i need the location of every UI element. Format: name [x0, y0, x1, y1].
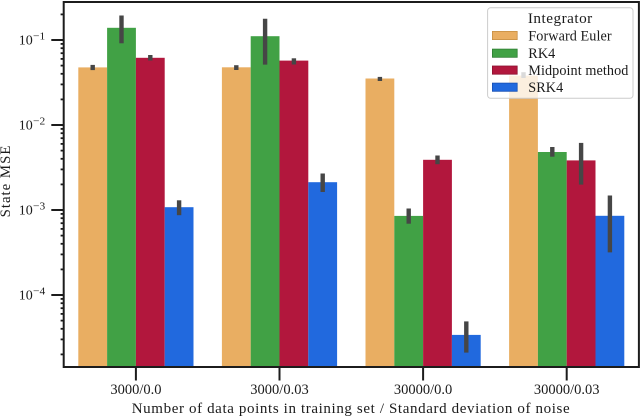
- svg-text:10: 10: [19, 204, 33, 219]
- svg-text:10: 10: [19, 289, 33, 304]
- svg-text:RK4: RK4: [528, 46, 555, 62]
- svg-text:3000/0.0: 3000/0.0: [110, 382, 161, 398]
- svg-text:−4: −4: [33, 286, 46, 298]
- svg-text:30000/0.0: 30000/0.0: [394, 382, 452, 398]
- svg-text:10: 10: [19, 34, 33, 49]
- svg-text:−1: −1: [33, 31, 45, 43]
- svg-text:3000/0.03: 3000/0.03: [250, 382, 308, 398]
- svg-text:30000/0.03: 30000/0.03: [534, 382, 600, 398]
- svg-text:10: 10: [19, 119, 33, 134]
- svg-text:State MSE: State MSE: [0, 145, 14, 218]
- svg-text:SRK4: SRK4: [528, 80, 563, 96]
- svg-text:Integrator: Integrator: [528, 10, 593, 27]
- svg-text:−2: −2: [33, 116, 45, 128]
- svg-text:Midpoint method: Midpoint method: [528, 63, 628, 79]
- svg-text:Number of data points in train: Number of data points in training set / …: [132, 401, 571, 417]
- svg-text:Forward Euler: Forward Euler: [528, 28, 612, 44]
- svg-text:−3: −3: [33, 201, 45, 213]
